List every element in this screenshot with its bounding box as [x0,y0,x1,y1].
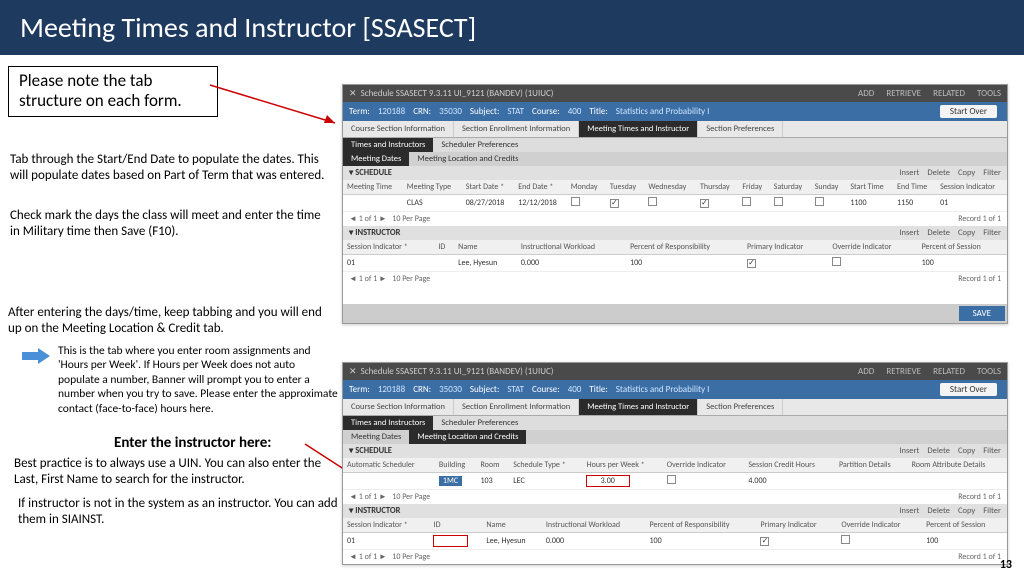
para-1: Tab through the Start/End Date to popula… [10,152,330,185]
para-4: Best practice is to always use a UIN. Yo… [14,456,339,489]
window-title: ✕ Schedule SSASECT 9.3.11 UI_9121 (BANDE… [349,88,554,99]
tools-tool[interactable]: TOOLS [977,88,1001,99]
note-box: Please note the tab structure on each fo… [8,66,218,117]
para-5: If instructor is not in the system as an… [18,496,343,529]
instructor-table: Session Indicator *IDNameInstructional W… [343,240,1007,272]
location-table: Automatic SchedulerBuildingRoomSchedule … [343,458,1007,490]
red-arrow-1 [200,75,350,135]
hours-per-week-field: 3.00 [587,476,629,486]
retrieve-tool[interactable]: RETRIEVE [886,88,921,99]
para-3: After entering the days/time, keep tabbi… [8,305,338,338]
banner-screenshot-1: ✕ Schedule SSASECT 9.3.11 UI_9121 (BANDE… [342,84,1008,324]
main-tabs: Course Section Information Section Enrol… [343,121,1007,138]
location-row[interactable]: 1MC 103LEC 3.00 4.000 [343,473,1007,490]
add-tool[interactable]: ADD [858,88,874,99]
subtab-meeting-location[interactable]: Meeting Location and Credits [409,152,526,166]
banner-screenshot-2: ✕ Schedule SSASECT 9.3.11 UI_9121 (BANDE… [342,362,1008,565]
blue-arrow-icon [20,346,54,366]
schedule-row[interactable]: CLAS08/27/201812/12/2018 ✓✓ 1100115001 [343,195,1007,212]
tab-section-prefs[interactable]: Section Preferences [698,121,783,137]
start-over-button[interactable]: Start Over [940,105,997,118]
enter-instructor-heading: Enter the instructor here: [114,434,271,453]
toolbar: ADD RETRIEVE RELATED TOOLS [848,88,1001,99]
start-over-button[interactable]: Start Over [940,383,997,396]
tab-course-section[interactable]: Course Section Information [343,121,454,137]
subtab-times-instructors[interactable]: Times and Instructors [343,138,433,152]
para-2: Check mark the days the class will meet … [10,208,330,241]
tab-meeting-times[interactable]: Meeting Times and Instructor [579,121,698,137]
instructor-id-field [434,536,468,546]
indent-para: This is the tab where you enter room ass… [58,344,338,416]
subtab-meeting-location-sel[interactable]: Meeting Location and Credits [409,430,526,444]
key-block: Term:120188 CRN:35030 Subject:STAT Cours… [343,102,1007,121]
related-tool[interactable]: RELATED [933,88,965,99]
save-button[interactable]: SAVE [959,306,1005,321]
subtab-meeting-dates[interactable]: Meeting Dates [343,152,409,166]
subtab-scheduler-prefs[interactable]: Scheduler Preferences [433,138,526,152]
tab-enrollment[interactable]: Section Enrollment Information [454,121,579,137]
schedule-table: Meeting TimeMeeting TypeStart Date *End … [343,180,1007,212]
page-title: Meeting Times and Instructor [SSASECT] [0,0,1024,55]
page-number: 13 [1000,558,1012,572]
instructor-row[interactable]: 01Lee, Hyesun0.000 100✓100 [343,255,1007,272]
